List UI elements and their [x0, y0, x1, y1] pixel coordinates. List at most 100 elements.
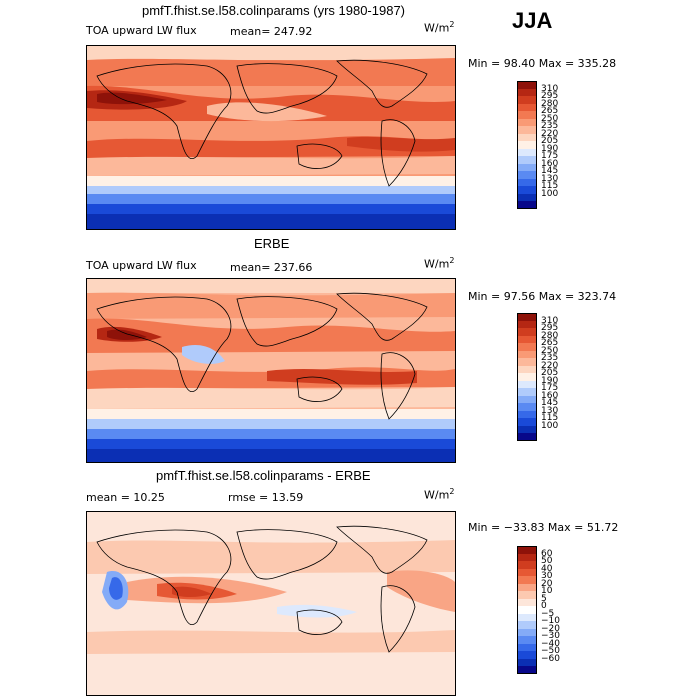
variable-label: TOA upward LW flux	[86, 24, 197, 37]
colorbar-swatch	[517, 201, 537, 209]
colorbar-swatch	[517, 433, 537, 441]
colorbar-swatch	[517, 636, 537, 644]
colorbar-level-label: 160	[541, 158, 559, 169]
colorbar-swatch	[517, 568, 537, 577]
colorbar-swatch	[517, 591, 537, 599]
colorbar-level-label: 175	[541, 151, 559, 161]
colorbar-level-label: 100	[541, 420, 559, 431]
colorbar-level-label: 280	[541, 330, 559, 341]
colorbar-swatch	[517, 410, 537, 419]
colorbar-swatch	[517, 388, 537, 396]
colorbar-swatch	[517, 171, 537, 179]
colorbar-swatch	[517, 380, 537, 389]
difference-map	[86, 511, 456, 696]
min-max-label: Min = 98.40 Max = 335.28	[468, 57, 617, 70]
colorbar-swatch	[517, 613, 537, 622]
erbe-flux-map	[86, 278, 456, 463]
colorbar-swatch	[517, 621, 537, 629]
colorbar-level-label: 295	[541, 323, 559, 333]
colorbar-level-label: 60	[541, 548, 553, 559]
colorbar-level-label: 100	[541, 188, 559, 199]
model-flux-map	[86, 45, 456, 230]
colorbar-level-label: −50	[541, 646, 560, 656]
colorbar-level-label: 30	[541, 571, 553, 581]
colorbar-swatch	[517, 343, 537, 351]
colorbar-level-label: 220	[541, 128, 559, 139]
colorbar-swatch	[517, 335, 537, 344]
colorbar-level-label: 250	[541, 345, 559, 356]
colorbar-level-label: 295	[541, 91, 559, 101]
colorbar-swatch	[517, 553, 537, 562]
colorbar-level-label: −20	[541, 623, 560, 634]
colorbar-level-label: 235	[541, 121, 559, 131]
colorbar-level-label: 310	[541, 315, 559, 326]
colorbar-swatch	[517, 156, 537, 164]
colorbar-swatch	[517, 96, 537, 104]
panel-title: pmfT.fhist.se.l58.colinparams (yrs 1980-…	[142, 3, 406, 18]
colorbar-level-label: −30	[541, 631, 560, 641]
min-max-label: Min = 97.56 Max = 323.74	[468, 290, 617, 303]
colorbar-swatch	[517, 118, 537, 127]
colorbar-swatch	[517, 583, 537, 592]
colorbar-level-label: 235	[541, 353, 559, 363]
colorbar-level-label: 130	[541, 173, 559, 184]
panel-title: pmfT.fhist.se.l58.colinparams - ERBE	[156, 468, 371, 483]
colorbar-level-label: 40	[541, 563, 553, 574]
colorbar-swatch	[517, 193, 537, 202]
colorbar-swatch	[517, 643, 537, 652]
colorbar-level-label: −40	[541, 638, 560, 649]
colorbar-level-label: 130	[541, 405, 559, 416]
variable-label: TOA upward LW flux	[86, 259, 197, 272]
colorbar-swatch	[517, 628, 537, 637]
min-max-label: Min = −33.83 Max = 51.72	[468, 521, 619, 534]
colorbar-swatch	[517, 418, 537, 426]
colorbar-swatch	[517, 651, 537, 659]
mean-value: mean = 10.25	[86, 491, 165, 504]
colorbar-swatch	[517, 103, 537, 112]
colorbar-swatch	[517, 666, 537, 674]
colorbar-swatch	[517, 186, 537, 194]
colorbar-level-label: 205	[541, 368, 559, 378]
colorbar-swatch	[517, 395, 537, 404]
colorbar-level-label: 190	[541, 375, 559, 386]
colorbar-level-label: 10	[541, 586, 553, 596]
colorbar-level-label: 115	[541, 181, 559, 191]
units-label: W/m2	[424, 487, 455, 502]
colorbar-swatch	[517, 126, 537, 134]
colorbar-swatch	[517, 320, 537, 329]
colorbar-swatch	[517, 606, 537, 614]
colorbar-frame	[517, 81, 537, 209]
colorbar-level-label: −10	[541, 616, 560, 626]
colorbar-swatch	[517, 178, 537, 187]
colorbar-swatch	[517, 350, 537, 359]
colorbar-level-label: 175	[541, 383, 559, 393]
colorbar-swatch	[517, 365, 537, 374]
colorbar-swatch	[517, 313, 537, 321]
colorbar-level-label: 220	[541, 360, 559, 371]
colorbar-swatch	[517, 425, 537, 434]
colorbar-swatch	[517, 328, 537, 336]
colorbar-swatch	[517, 358, 537, 366]
colorbar-level-label: 250	[541, 113, 559, 124]
colorbar-level-label: 205	[541, 136, 559, 146]
colorbar-level-label: 145	[541, 166, 559, 176]
rmse-value: rmse = 13.59	[228, 491, 304, 504]
colorbar-swatch	[517, 576, 537, 584]
colorbar-swatch	[517, 561, 537, 569]
units-label: W/m2	[424, 20, 455, 35]
colorbar-swatch	[517, 546, 537, 554]
colorbar-swatch	[517, 133, 537, 142]
colorbar-level-label: −5	[541, 608, 555, 619]
colorbar-level-label: 265	[541, 106, 559, 116]
colorbar-level-label: 280	[541, 98, 559, 109]
colorbar-swatch	[517, 163, 537, 172]
mean-value: mean= 247.92	[230, 25, 313, 38]
colorbar-level-label: 5	[541, 593, 547, 604]
colorbar-swatch	[517, 88, 537, 97]
colorbar-frame	[517, 313, 537, 441]
colorbar-level-label: 20	[541, 578, 553, 589]
colorbar-level-label: −60	[541, 653, 560, 664]
colorbar-level-label: 50	[541, 556, 553, 566]
panel-title: ERBE	[254, 236, 290, 251]
colorbar-swatch	[517, 111, 537, 119]
